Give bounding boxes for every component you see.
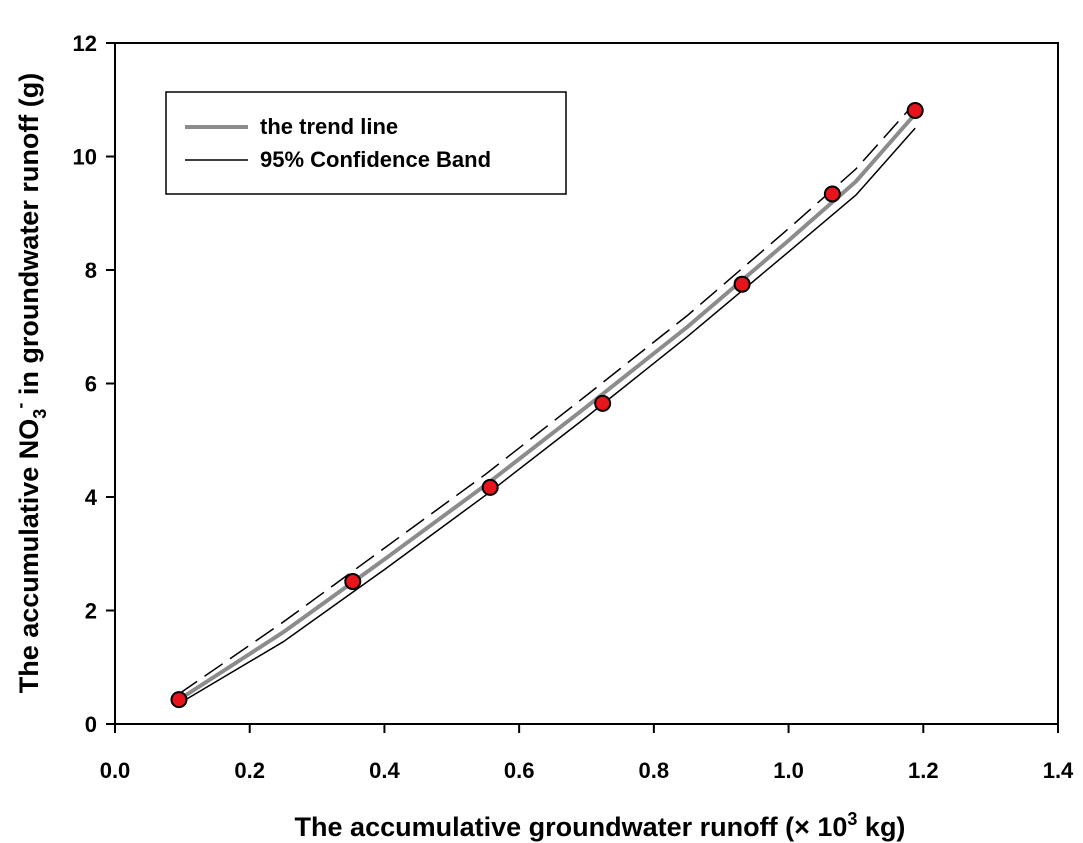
confidence-band-lower <box>178 127 916 705</box>
x-tick-label: 0.4 <box>369 758 400 783</box>
x-tick-label: 1.0 <box>773 758 804 783</box>
x-tick-label: 1.2 <box>908 758 939 783</box>
data-point <box>823 185 841 203</box>
data-point <box>170 691 188 709</box>
data-point <box>733 275 751 293</box>
y-tick-label: 12 <box>73 31 97 56</box>
plot-frame <box>114 42 1059 725</box>
x-tick-label: 0.0 <box>100 758 131 783</box>
x-axis-title: The accumulative groundwater runoff (× 1… <box>295 809 906 842</box>
y-tick-label: 0 <box>85 712 97 737</box>
legend-label-trend: the trend line <box>260 114 398 139</box>
data-point <box>906 102 924 120</box>
y-axis-title: The accumulative NO3- in groundwater run… <box>10 73 50 694</box>
y-tick-label: 2 <box>85 599 97 624</box>
data-point <box>594 394 612 412</box>
x-tick-label: 0.2 <box>234 758 265 783</box>
data-point <box>481 478 499 496</box>
x-tick-label: 1.4 <box>1043 758 1074 783</box>
y-tick-label: 6 <box>85 372 97 397</box>
data-point <box>344 573 362 591</box>
legend-box <box>165 91 567 195</box>
y-tick-label: 4 <box>85 485 98 510</box>
axis-ticks: 0.0 0.2 0.4 0.6 0.8 1.0 1.2 1.4 0 2 4 6 8 10 12 <box>73 31 1075 783</box>
data-points <box>170 102 924 709</box>
x-tick-label: 0.6 <box>504 758 535 783</box>
legend: the trend line 95% Confidence Band <box>165 91 567 195</box>
legend-label-band: 95% Confidence Band <box>260 147 491 172</box>
y-tick-label: 10 <box>73 145 97 170</box>
x-tick-label: 0.8 <box>639 758 670 783</box>
trend-line <box>177 112 917 702</box>
y-tick-label: 8 <box>85 258 97 283</box>
